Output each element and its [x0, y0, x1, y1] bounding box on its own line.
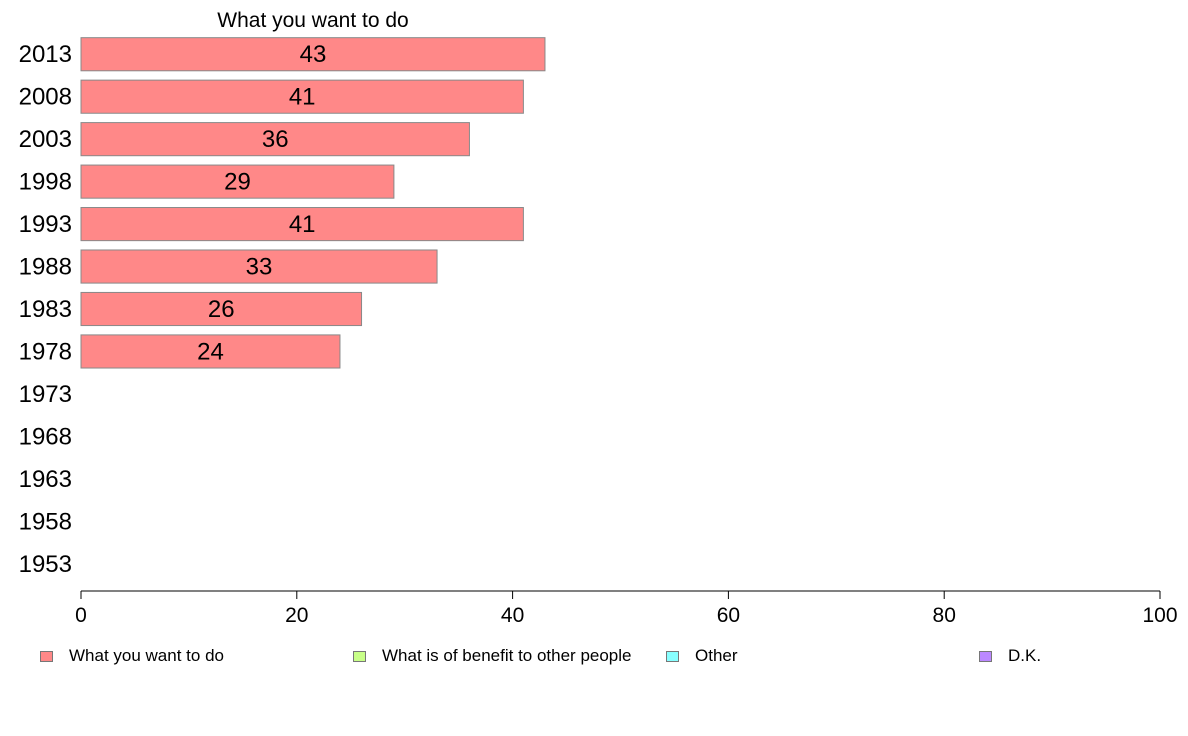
chart-title: What you want to do	[217, 9, 408, 32]
bar-value-label: 26	[208, 296, 235, 323]
legend-swatch-dk	[979, 650, 992, 662]
legend-item-dk: D.K.	[979, 646, 1041, 666]
bar	[80, 122, 470, 157]
bar-value-label: 33	[246, 254, 273, 281]
bar	[80, 291, 363, 327]
bar	[80, 334, 341, 369]
legend-swatch-other	[666, 650, 679, 662]
legend-swatch-benefit-others	[353, 650, 366, 662]
y-tick-label: 2003	[19, 126, 72, 153]
y-tick-label: 1963	[19, 466, 72, 493]
legend-label-what-you-want: What you want to do	[69, 646, 224, 665]
legend-item-other: Other	[666, 646, 738, 666]
x-tick-label: 20	[285, 604, 308, 627]
y-tick-label: 1978	[19, 338, 72, 365]
legend-label-other: Other	[695, 646, 738, 665]
bar-value-label: 24	[197, 338, 224, 365]
bar-value-label: 29	[224, 169, 251, 196]
legend: What you want to do What is of benefit t…	[0, 646, 1188, 666]
x-tick-labels-group: 0 20 40 60 80 100	[75, 604, 1177, 627]
y-tick-label: 2008	[19, 84, 72, 111]
y-tick-label: 1958	[19, 508, 72, 535]
bar	[80, 79, 524, 114]
bar	[80, 37, 546, 72]
bar	[80, 164, 395, 199]
bars-group	[80, 37, 546, 369]
x-ticks-group	[80, 591, 1161, 599]
y-tick-label: 1993	[19, 211, 72, 238]
bar	[80, 249, 438, 284]
bar-value-label: 41	[289, 211, 316, 238]
x-tick-label: 80	[933, 604, 956, 627]
legend-swatch-what-you-want	[40, 650, 53, 662]
legend-label-benefit-others: What is of benefit to other people	[382, 646, 632, 665]
x-tick-label: 40	[501, 604, 524, 627]
legend-item-benefit-others: What is of benefit to other people	[353, 646, 632, 666]
y-tick-label: 1988	[19, 254, 72, 281]
y-tick-label: 1968	[19, 423, 72, 450]
y-tick-label: 1983	[19, 296, 72, 323]
bar-value-label: 43	[300, 41, 327, 68]
bar-value-label: 36	[262, 126, 289, 153]
y-tick-label: 1973	[19, 381, 72, 408]
legend-label-dk: D.K.	[1008, 646, 1042, 665]
x-tick-label: 0	[75, 604, 87, 627]
y-tick-label: 2013	[19, 41, 72, 68]
y-tick-labels-group: 2013 2008 2003 1998 1993 1988 1983 1978 1973 1968…	[19, 41, 72, 578]
y-tick-label: 1998	[19, 169, 72, 196]
bar-value-label: 41	[289, 84, 316, 111]
legend-item-what-you-want: What you want to do	[40, 646, 224, 666]
x-tick-label: 60	[717, 604, 740, 627]
y-tick-label: 1953	[19, 551, 72, 578]
x-tick-label: 100	[1142, 604, 1177, 627]
bar	[80, 207, 524, 242]
